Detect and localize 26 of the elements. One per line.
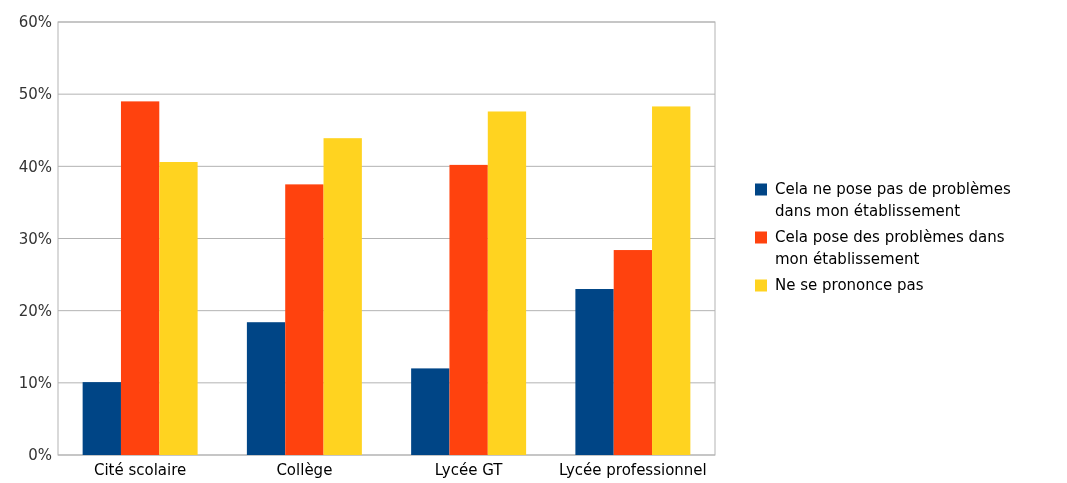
bar xyxy=(487,111,527,455)
legend-label: Cela ne pose pas de problèmes dans mon établissement xyxy=(775,179,1011,220)
legend-label: Cela pose des problèmes dans mon établissement xyxy=(775,227,1005,268)
bar xyxy=(323,138,362,455)
x-tick-label: Lycée professionnel xyxy=(558,461,707,479)
bar xyxy=(120,101,160,455)
bar xyxy=(159,162,198,455)
bar xyxy=(285,184,324,455)
bar xyxy=(449,164,488,455)
y-tick-label: 30% xyxy=(18,229,52,248)
x-tick-label: Collège xyxy=(276,461,333,479)
y-tick-label: 10% xyxy=(18,374,52,393)
bar xyxy=(82,382,121,455)
bar xyxy=(613,250,653,455)
legend-label: Ne se prononce pas xyxy=(775,275,924,294)
bar xyxy=(652,106,691,455)
y-tick-label: 20% xyxy=(18,301,52,320)
bar xyxy=(246,322,286,455)
y-tick-label: 60% xyxy=(18,13,52,32)
x-tick-label: Lycée GT xyxy=(434,461,504,479)
y-tick-label: 40% xyxy=(18,157,52,176)
x-tick-label: Cité scolaire xyxy=(93,461,187,479)
y-tick-label: 0% xyxy=(28,446,52,465)
bar xyxy=(575,289,614,455)
bar xyxy=(411,368,450,455)
y-tick-label: 50% xyxy=(18,85,52,104)
